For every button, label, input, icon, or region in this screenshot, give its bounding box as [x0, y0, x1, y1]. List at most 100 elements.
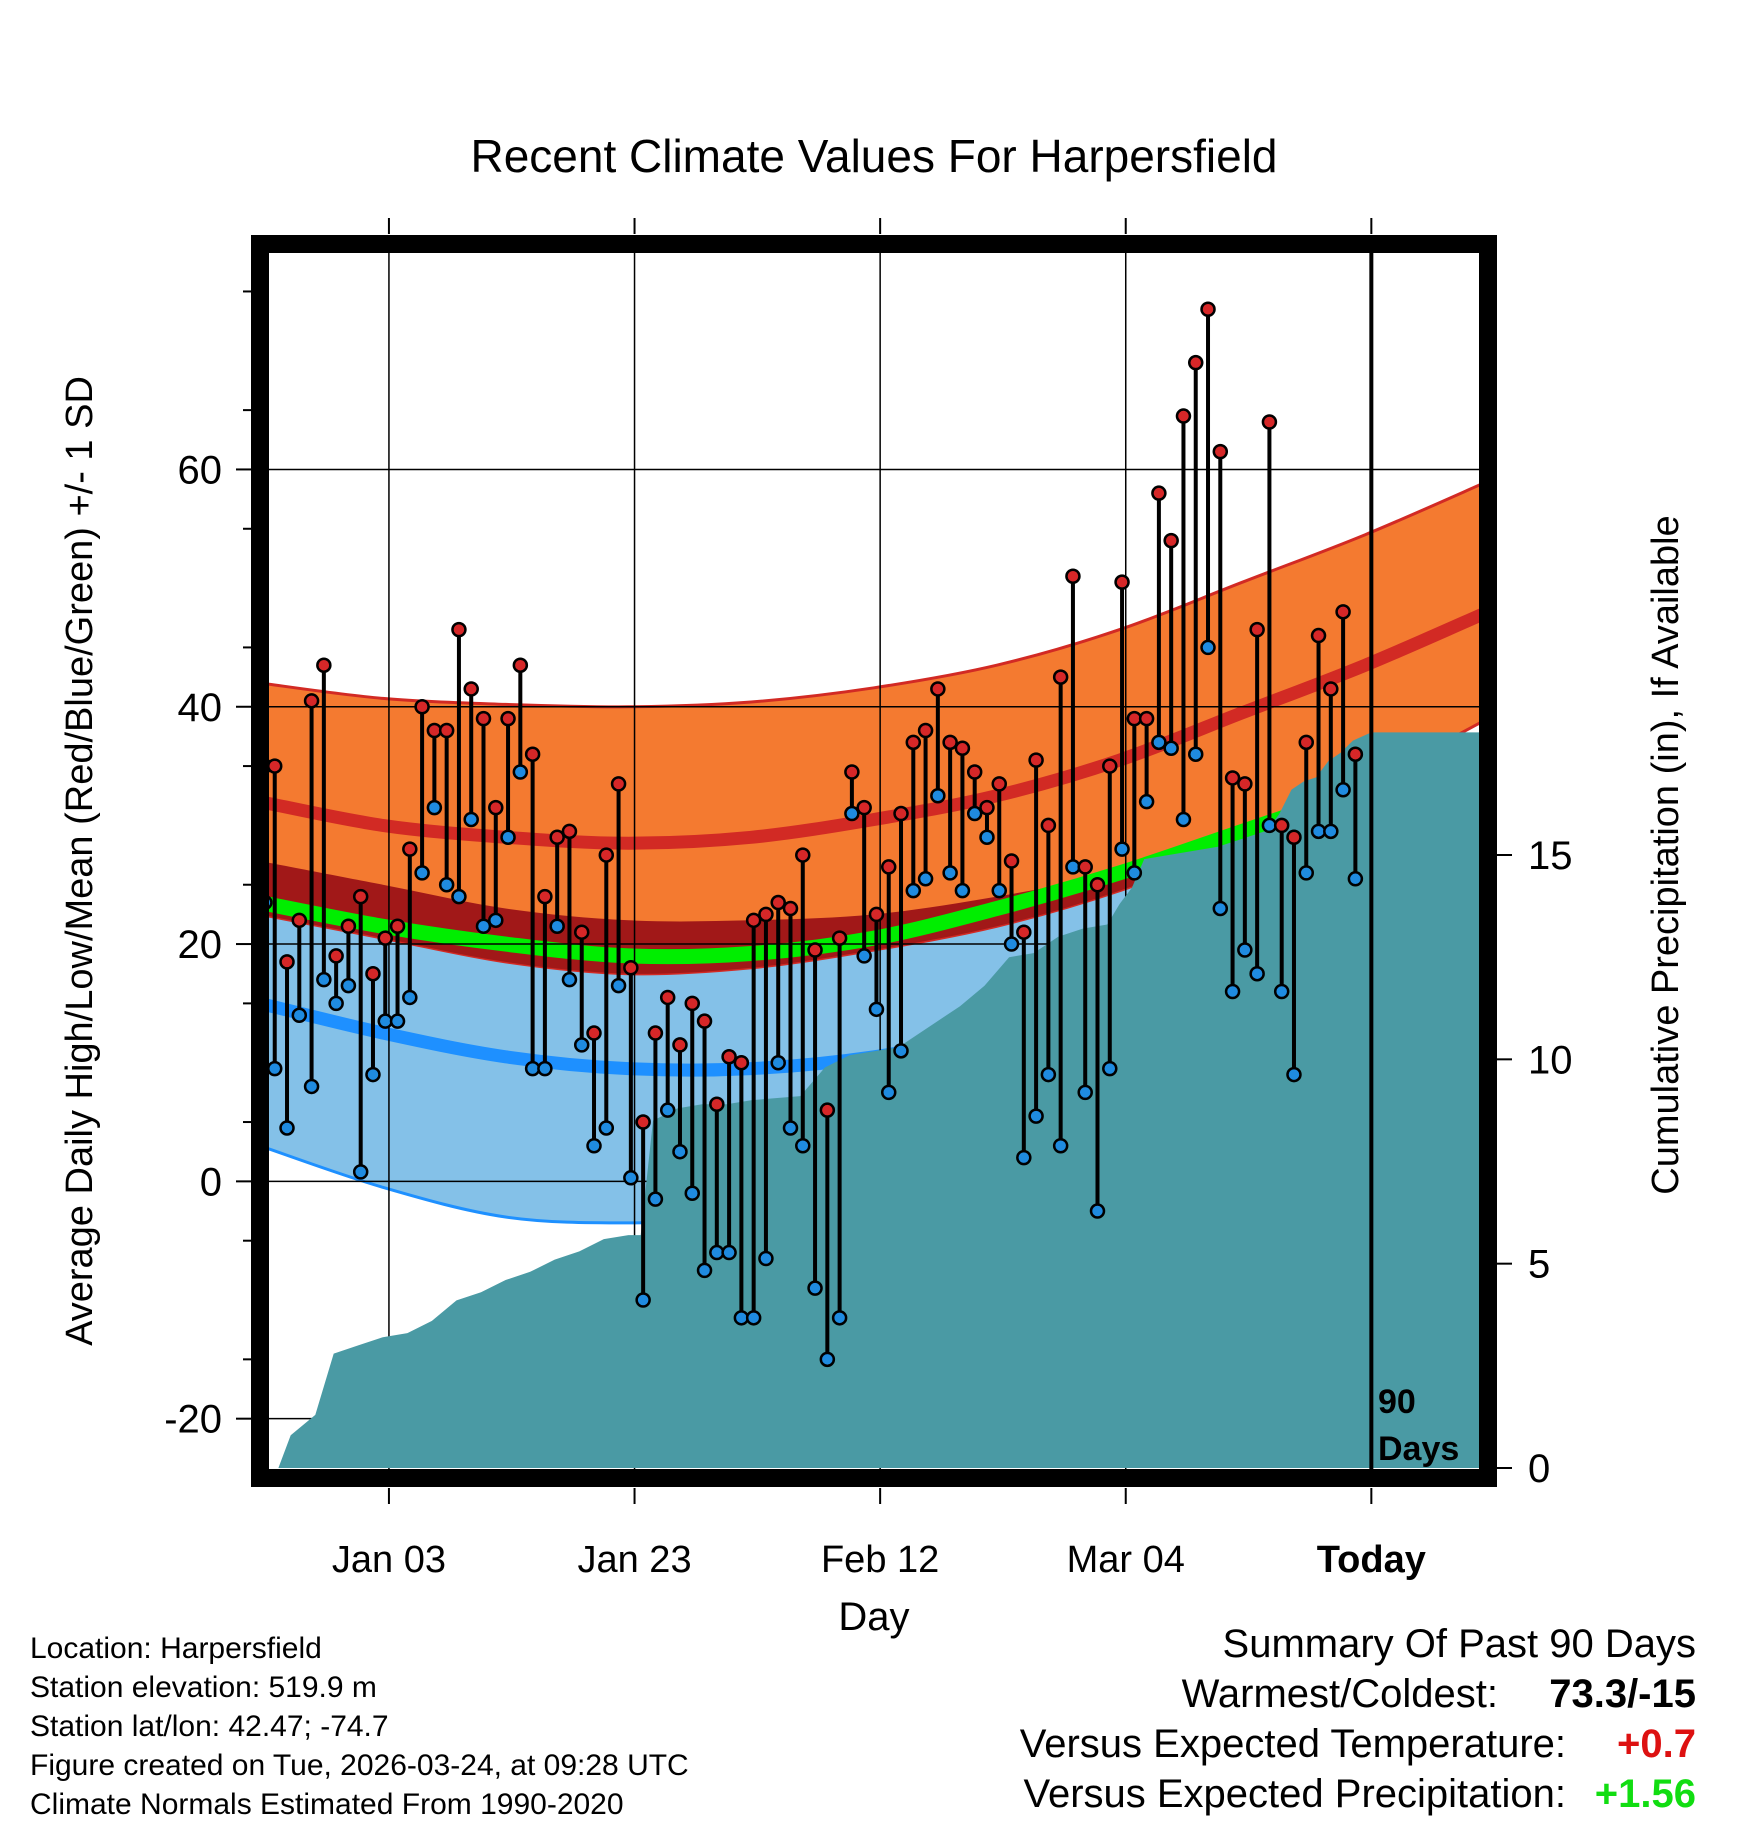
daily-high-point — [1249, 621, 1265, 638]
daily-low-point — [1249, 965, 1265, 982]
y-tick-label: -20 — [164, 1398, 222, 1442]
daily-low-point — [1040, 1066, 1057, 1083]
daily-high-point — [1335, 604, 1351, 620]
daily-low-point — [1224, 983, 1241, 1000]
daily-high-point — [795, 847, 811, 863]
daily-high-point — [635, 1114, 651, 1130]
daily-low-point — [610, 977, 627, 994]
daily-low-point — [1323, 823, 1339, 840]
daily-high-point — [709, 1096, 725, 1112]
daily-high-point — [979, 799, 995, 816]
daily-high-point — [389, 918, 406, 935]
x-tick-label: Feb 12 — [821, 1539, 939, 1581]
daily-high-point — [684, 995, 701, 1012]
daily-high-point — [647, 1025, 664, 1041]
y-axis-left-label: Average Daily High/Low/Mean (Red/Blue/Gr… — [59, 376, 101, 1346]
chart-title: Recent Climate Values For Harpersfield — [470, 130, 1277, 182]
daily-high-point — [782, 900, 799, 917]
daily-high-point — [1237, 776, 1253, 792]
daily-low-point — [745, 1310, 762, 1326]
daily-high-point — [1114, 574, 1130, 590]
daily-low-point — [1102, 1060, 1118, 1077]
precip-tick-label: 0 — [1528, 1447, 1550, 1491]
daily-low-point — [966, 805, 983, 822]
daily-high-point — [1175, 408, 1192, 424]
y-tick-label: 20 — [178, 923, 223, 967]
daily-low-point — [647, 1191, 664, 1207]
daily-high-point — [954, 740, 971, 757]
today-label-line2: Days — [1378, 1430, 1459, 1468]
daily-high-point — [991, 776, 1008, 792]
plot-frame — [251, 235, 1497, 1487]
daily-low-point — [1298, 865, 1315, 881]
daily-low-point — [1212, 900, 1229, 917]
daily-low-point — [1028, 1108, 1044, 1124]
daily-high-point — [659, 989, 676, 1006]
daily-low-point — [831, 1310, 848, 1326]
daily-high-point — [1273, 817, 1290, 834]
daily-high-point — [365, 965, 381, 982]
daily-high-point — [721, 1049, 737, 1065]
daily-high-point — [266, 758, 283, 774]
daily-low-point — [1335, 782, 1351, 798]
daily-high-point — [733, 1054, 750, 1071]
daily-high-point — [316, 657, 332, 673]
daily-low-point — [819, 1351, 836, 1368]
daily-high-point — [1077, 859, 1093, 875]
daily-low-point — [807, 1280, 823, 1296]
daily-high-point — [328, 948, 344, 964]
daily-low-point — [303, 1078, 320, 1095]
daily-high-point — [623, 960, 639, 976]
daily-low-point — [917, 871, 934, 887]
daily-low-point — [500, 829, 516, 846]
daily-high-point — [844, 764, 860, 780]
daily-high-point — [291, 912, 308, 929]
daily-low-point — [561, 971, 578, 988]
precip-tick-label: 10 — [1528, 1038, 1573, 1082]
daily-low-point — [537, 1060, 553, 1077]
daily-low-point — [979, 829, 995, 846]
x-axis-label: Day — [838, 1595, 909, 1639]
daily-high-point — [1089, 876, 1106, 893]
daily-high-point — [561, 823, 578, 840]
daily-low-point — [1052, 1138, 1069, 1154]
daily-low-point — [1175, 811, 1192, 828]
high-normal-line — [260, 605, 1488, 850]
daily-low-point — [684, 1185, 701, 1201]
daily-high-point — [500, 710, 516, 727]
daily-high-point — [1138, 710, 1155, 727]
daily-low-point — [868, 1001, 885, 1018]
daily-low-point — [1151, 734, 1167, 751]
daily-high-point — [696, 1013, 713, 1029]
daily-high-point — [537, 888, 553, 905]
summary-temp-label: Versus Expected Temperature: — [1019, 1722, 1566, 1766]
daily-high-point — [831, 930, 848, 946]
daily-high-point — [1028, 752, 1044, 768]
summary-precip-value: +1.56 — [1594, 1772, 1696, 1816]
daily-low-point — [1126, 865, 1143, 881]
daily-high-point — [1065, 568, 1081, 584]
daily-low-point — [1089, 1203, 1106, 1219]
x-tick-label: Jan 23 — [577, 1539, 691, 1581]
daily-low-point — [328, 995, 344, 1012]
daily-high-point — [610, 776, 627, 792]
daily-low-point — [573, 1037, 590, 1053]
daily-high-point — [1200, 301, 1216, 318]
daily-high-point — [770, 894, 786, 911]
daily-high-point — [917, 722, 934, 739]
daily-high-point — [1323, 681, 1339, 697]
daily-high-point — [868, 906, 885, 923]
summary-warm-cold-value: 73.3/-15 — [1549, 1672, 1696, 1716]
daily-high-point — [856, 799, 872, 816]
daily-low-point — [340, 977, 357, 994]
y-tick-label: 60 — [178, 448, 223, 492]
y-tick-label: 0 — [200, 1160, 222, 1204]
daily-low-point — [1003, 936, 1020, 952]
daily-low-point — [414, 865, 430, 881]
daily-high-point — [524, 746, 541, 762]
daily-low-point — [1273, 983, 1290, 1000]
daily-low-point — [438, 876, 455, 893]
precip-tick-label: 5 — [1528, 1243, 1550, 1287]
info-elevation: Station elevation: 519.9 m — [30, 1671, 377, 1704]
